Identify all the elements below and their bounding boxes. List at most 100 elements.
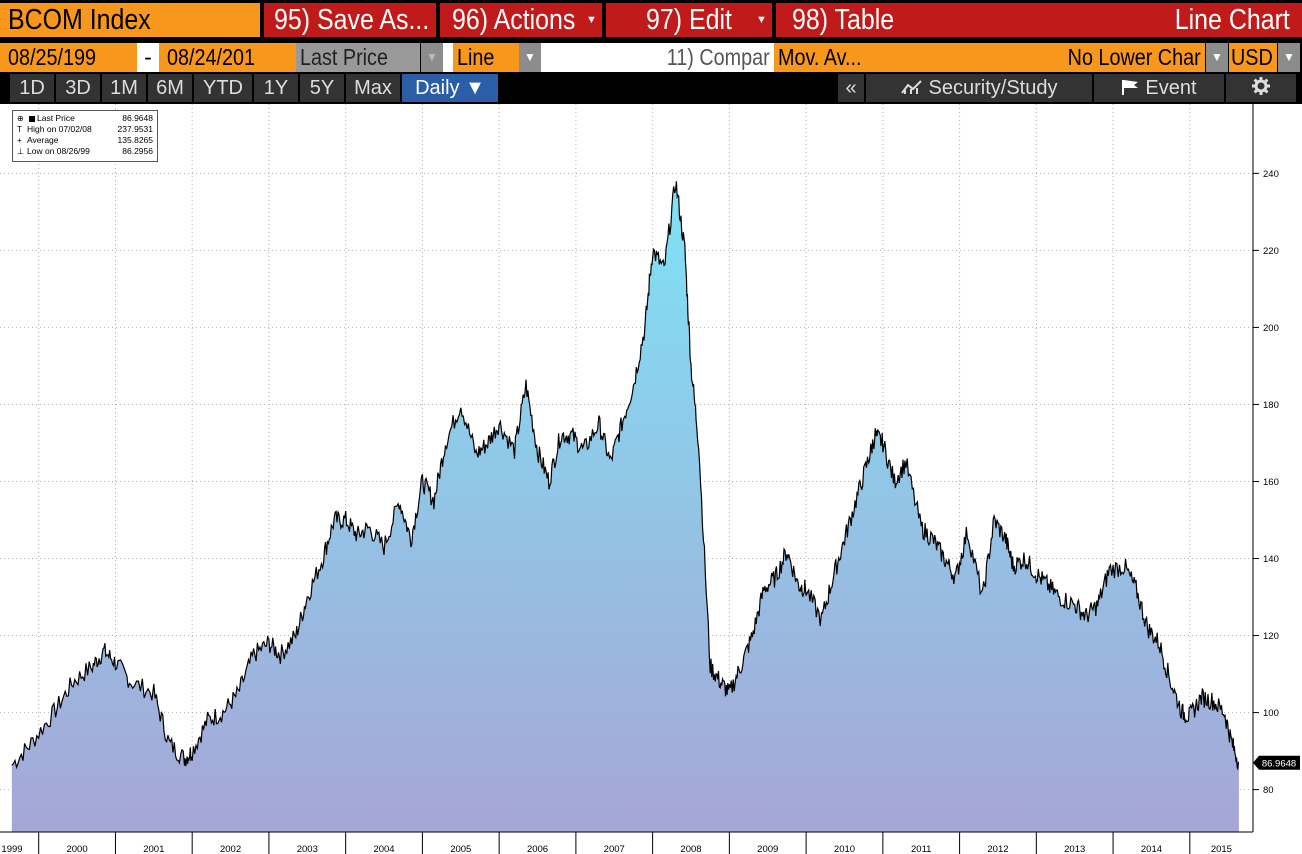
actions-button[interactable]: 96) Actions ▼	[440, 3, 602, 37]
currency-select[interactable]: USD	[1229, 43, 1277, 72]
high-marker-icon: T	[17, 125, 22, 134]
controls-bar: 08/25/199 - 08/24/201 Last Price ▼ Line …	[0, 43, 1302, 72]
settings-button[interactable]	[1226, 74, 1296, 102]
x-tick-label: 2000	[66, 844, 87, 854]
legend-value: 86.9648	[122, 113, 153, 123]
compare-label: 11) Compar	[667, 44, 770, 70]
security-study-button[interactable]: Security/Study	[866, 74, 1092, 102]
security-name: BCOM Index	[8, 4, 151, 36]
x-tick-label: 2015	[1211, 844, 1232, 854]
x-tick-label: 2006	[527, 844, 548, 854]
field-select[interactable]: Last Price	[296, 43, 420, 72]
y-tick-label: 120	[1263, 631, 1279, 642]
legend-row-high: T High on 07/02/08 237.9531	[17, 124, 153, 135]
period-5y[interactable]: 5Y	[300, 74, 344, 102]
x-tick-label: 2001	[143, 844, 164, 854]
series-line-last-price	[11, 181, 1240, 771]
last-value-marker: 86.9648	[1253, 755, 1300, 770]
x-tick-label: 2003	[297, 844, 318, 854]
toolbar: 1D 3D 1M 6M YTD 1Y 5Y Max Daily ▼ « Secu…	[0, 74, 1302, 102]
y-tick-label: 180	[1263, 400, 1279, 411]
last-value-badge	[1253, 755, 1300, 770]
end-date: 08/24/201	[167, 44, 256, 70]
series-marker-icon: ⊕	[17, 114, 24, 123]
event-label: Event	[1145, 77, 1197, 99]
x-tick-label: 2013	[1064, 844, 1085, 854]
period-3d[interactable]: 3D	[56, 74, 100, 102]
x-axis-ticks: 1999 2000 2001 2002 2003 2004 2005 2006 2007 2008…	[1, 832, 1232, 854]
gridlines	[0, 104, 1253, 832]
series-area	[11, 181, 1239, 833]
actions-label: 96) Actions	[452, 4, 576, 36]
chart-legend: ⊕ Last Price 86.9648 T High on 07/02/08 237.…	[12, 110, 158, 162]
collapse-button[interactable]: «	[838, 74, 864, 102]
x-tick-label: 2014	[1141, 844, 1162, 854]
start-date-field[interactable]: 08/25/199	[0, 43, 137, 72]
chevron-down-icon[interactable]: ▼	[1278, 43, 1300, 72]
flag-icon	[1121, 75, 1139, 103]
security-field[interactable]: BCOM Index	[0, 3, 260, 37]
period-ytd[interactable]: YTD	[194, 74, 252, 102]
y-tick-label: 220	[1263, 246, 1279, 257]
style-select[interactable]: Line	[453, 43, 519, 72]
price-chart: 80 100 120 140 160 180 200 220 240 1999 2000 2001 2…	[0, 104, 1302, 854]
period-1m[interactable]: 1M	[102, 74, 146, 102]
period-6m[interactable]: 6M	[148, 74, 192, 102]
legend-label: Last Price	[37, 113, 75, 123]
frequency-select[interactable]: Daily ▼	[402, 74, 498, 102]
legend-label: Low on 08/26/99	[27, 146, 90, 156]
end-date-field[interactable]: 08/24/201	[159, 43, 296, 72]
period-max[interactable]: Max	[346, 74, 400, 102]
average-marker-icon: +	[17, 136, 22, 145]
chevron-down-icon[interactable]: ▼	[1206, 43, 1228, 72]
table-label: 98) Table	[792, 4, 895, 36]
legend-value: 135.8265	[117, 135, 153, 145]
low-marker-icon: ⊥	[17, 147, 24, 156]
y-tick-label: 140	[1263, 554, 1279, 565]
x-tick-label: 2004	[373, 844, 394, 854]
moving-average-label: Mov. Av...	[778, 44, 862, 70]
period-1y[interactable]: 1Y	[254, 74, 298, 102]
period-1d[interactable]: 1D	[10, 74, 54, 102]
moving-average-field[interactable]: Mov. Av...	[774, 43, 889, 72]
last-value-label: 86.9648	[1262, 758, 1296, 769]
x-tick-label: 2011	[911, 844, 931, 854]
legend-label: High on 07/02/08	[27, 124, 92, 134]
edit-label: 97) Edit	[646, 4, 732, 36]
compare-field[interactable]: 11) Compar	[541, 43, 774, 72]
style-label: Line	[457, 44, 495, 70]
edit-button[interactable]: 97) Edit ▼	[606, 3, 772, 37]
event-button[interactable]: Event	[1094, 74, 1224, 102]
x-tick-label: 2010	[834, 844, 855, 854]
x-tick-label: 2009	[757, 844, 778, 854]
chevron-down-icon: ▼	[586, 14, 597, 26]
chevron-down-icon[interactable]: ▼	[519, 43, 541, 72]
x-tick-label: 1999	[1, 844, 22, 854]
legend-swatch	[29, 115, 35, 122]
table-button[interactable]: 98) Table Line Chart	[776, 3, 1302, 37]
line-chart-icon	[900, 75, 923, 103]
y-tick-label: 100	[1263, 708, 1279, 719]
y-axis-ticks: 80 100 120 140 160 180 200 220 240	[1253, 169, 1279, 796]
x-tick-label: 2008	[680, 844, 701, 854]
legend-label: Average	[27, 135, 59, 145]
x-tick-label: 2007	[604, 844, 625, 854]
currency-label: USD	[1231, 44, 1273, 70]
security-study-label: Security/Study	[928, 77, 1058, 99]
y-tick-label: 240	[1263, 169, 1279, 180]
legend-row-average: + Average 135.8265	[17, 135, 153, 146]
lower-chart-label: No Lower Char	[1067, 44, 1201, 70]
spacer	[443, 43, 453, 72]
y-tick-label: 80	[1263, 785, 1274, 796]
legend-value: 237.9531	[117, 124, 153, 134]
chevron-down-icon[interactable]: ▼	[421, 43, 443, 72]
legend-row-low: ⊥ Low on 08/26/99 86.2956	[17, 146, 153, 157]
title-bar: BCOM Index 95) Save As... 96) Actions ▼ 9…	[0, 0, 1302, 41]
save-as-label: 95) Save As...	[274, 4, 430, 36]
save-as-button[interactable]: 95) Save As...	[264, 3, 436, 37]
legend-value: 86.2956	[122, 146, 153, 156]
x-tick-label: 2002	[220, 844, 241, 854]
lower-chart-select[interactable]: No Lower Char	[889, 43, 1205, 72]
legend-row-last-price: ⊕ Last Price 86.9648	[17, 113, 153, 124]
x-tick-label: 2012	[987, 844, 1008, 854]
